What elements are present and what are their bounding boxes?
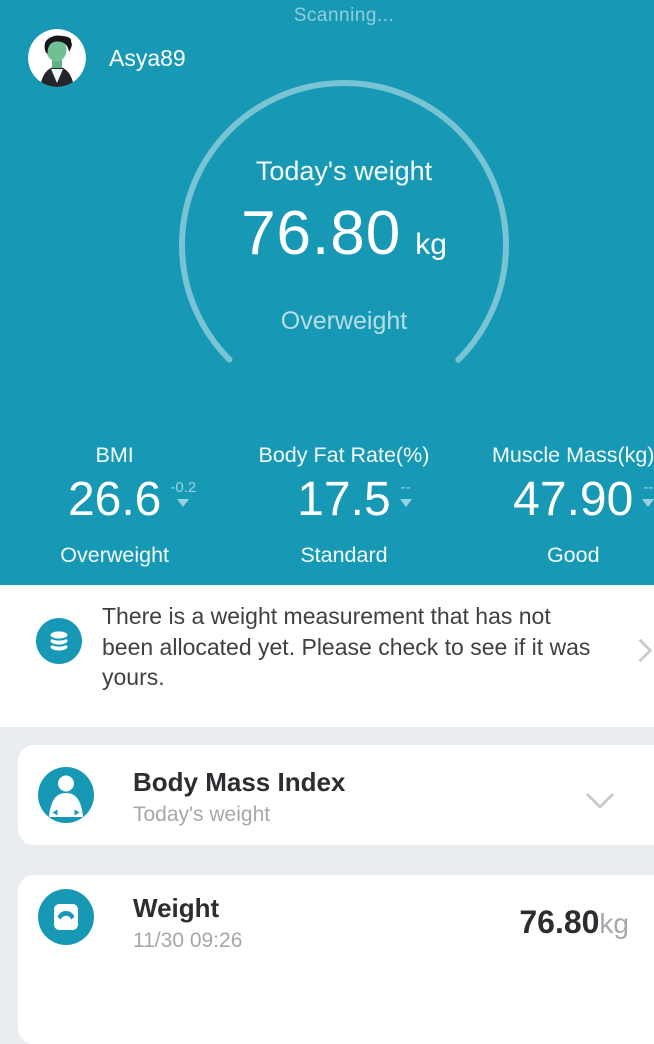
metric-indicator: -- [642,480,654,507]
weight-measurement: 76.80kg [519,903,629,948]
metrics-row: BMI 26.6 -0.2 Overweight Body Fat Rate(%… [0,442,654,569]
banner-message: There is a weight measurement that has n… [102,603,591,690]
card-title: Weight [133,893,220,923]
metric-status: Standard [300,543,388,567]
metric-value: 26.6 [67,473,162,526]
metric-muscle-mass: Muscle Mass(kg) 47.90 -- Good [459,442,654,569]
body-measure-icon [38,767,94,823]
trend-down-icon [399,499,412,507]
metric-value: 17.5 [297,473,391,526]
metric-indicator: -- [399,479,412,507]
scanning-status: Scanning... [293,5,395,26]
avatar[interactable] [28,29,86,87]
gauge-title: Today's weight [255,156,433,186]
metric-value-row: 17.5 -- [297,473,412,537]
weight-unit: kg [415,228,447,261]
metric-label: BMI [95,443,134,467]
unallocated-measurement-banner[interactable]: There is a weight measurement that has n… [0,585,654,727]
card-subtitle: Today's weight [133,803,271,826]
metric-change: -- [643,479,654,496]
trend-down-icon [177,499,190,507]
metric-change: -0.2 [170,479,197,496]
trend-down-icon [642,499,654,507]
card-texts: Body Mass Index Today's weight [133,767,345,828]
metric-change: -- [400,479,411,496]
metric-body-fat: Body Fat Rate(%) 17.5 -- Standard [229,442,458,569]
scale-icon [38,889,94,945]
profile-row[interactable]: Asya89 [28,29,186,87]
metric-indicator: -0.2 [170,480,196,507]
metric-label: Muscle Mass(kg) [492,443,654,467]
metric-bmi: BMI 26.6 -0.2 Overweight [0,442,229,569]
gauge-readout: Today's weight 76.80 kg Overweight [0,154,654,336]
gauge-value-row: 76.80 kg [0,202,654,282]
weight-card[interactable]: Weight 11/30 09:26 76.80kg [18,875,654,1044]
weight-measurement-value: 76.80 [519,904,600,940]
weight-measurement-unit: kg [599,908,629,939]
header-panel: Scanning... Asya89 Today's weight [0,0,654,585]
metric-value-row: 26.6 -0.2 [67,473,196,537]
measurement-timestamp: 11/30 09:26 [133,929,243,952]
metric-value: 47.90 [513,473,634,526]
card-title: Body Mass Index [133,767,346,797]
weight-gauge-arc [179,80,510,410]
metric-label: Body Fat Rate(%) [258,443,430,467]
weight-plates-icon [36,618,82,664]
chevron-down-icon[interactable] [585,780,615,810]
username: Asya89 [109,44,186,71]
weight-value: 76.80 [241,199,402,268]
header-content: Scanning... Asya89 Today's weight [0,5,654,569]
body-mass-index-card[interactable]: Body Mass Index Today's weight [18,745,654,845]
weight-status: Overweight [280,307,408,335]
metric-status: Overweight [60,543,170,567]
metric-status: Good [546,543,600,567]
metric-value-row: 47.90 -- [513,473,654,537]
card-texts: Weight 11/30 09:26 [133,893,242,954]
